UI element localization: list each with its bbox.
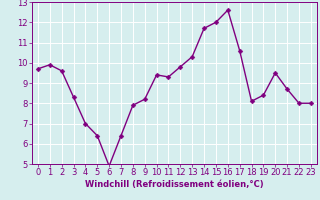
X-axis label: Windchill (Refroidissement éolien,°C): Windchill (Refroidissement éolien,°C) <box>85 180 264 189</box>
